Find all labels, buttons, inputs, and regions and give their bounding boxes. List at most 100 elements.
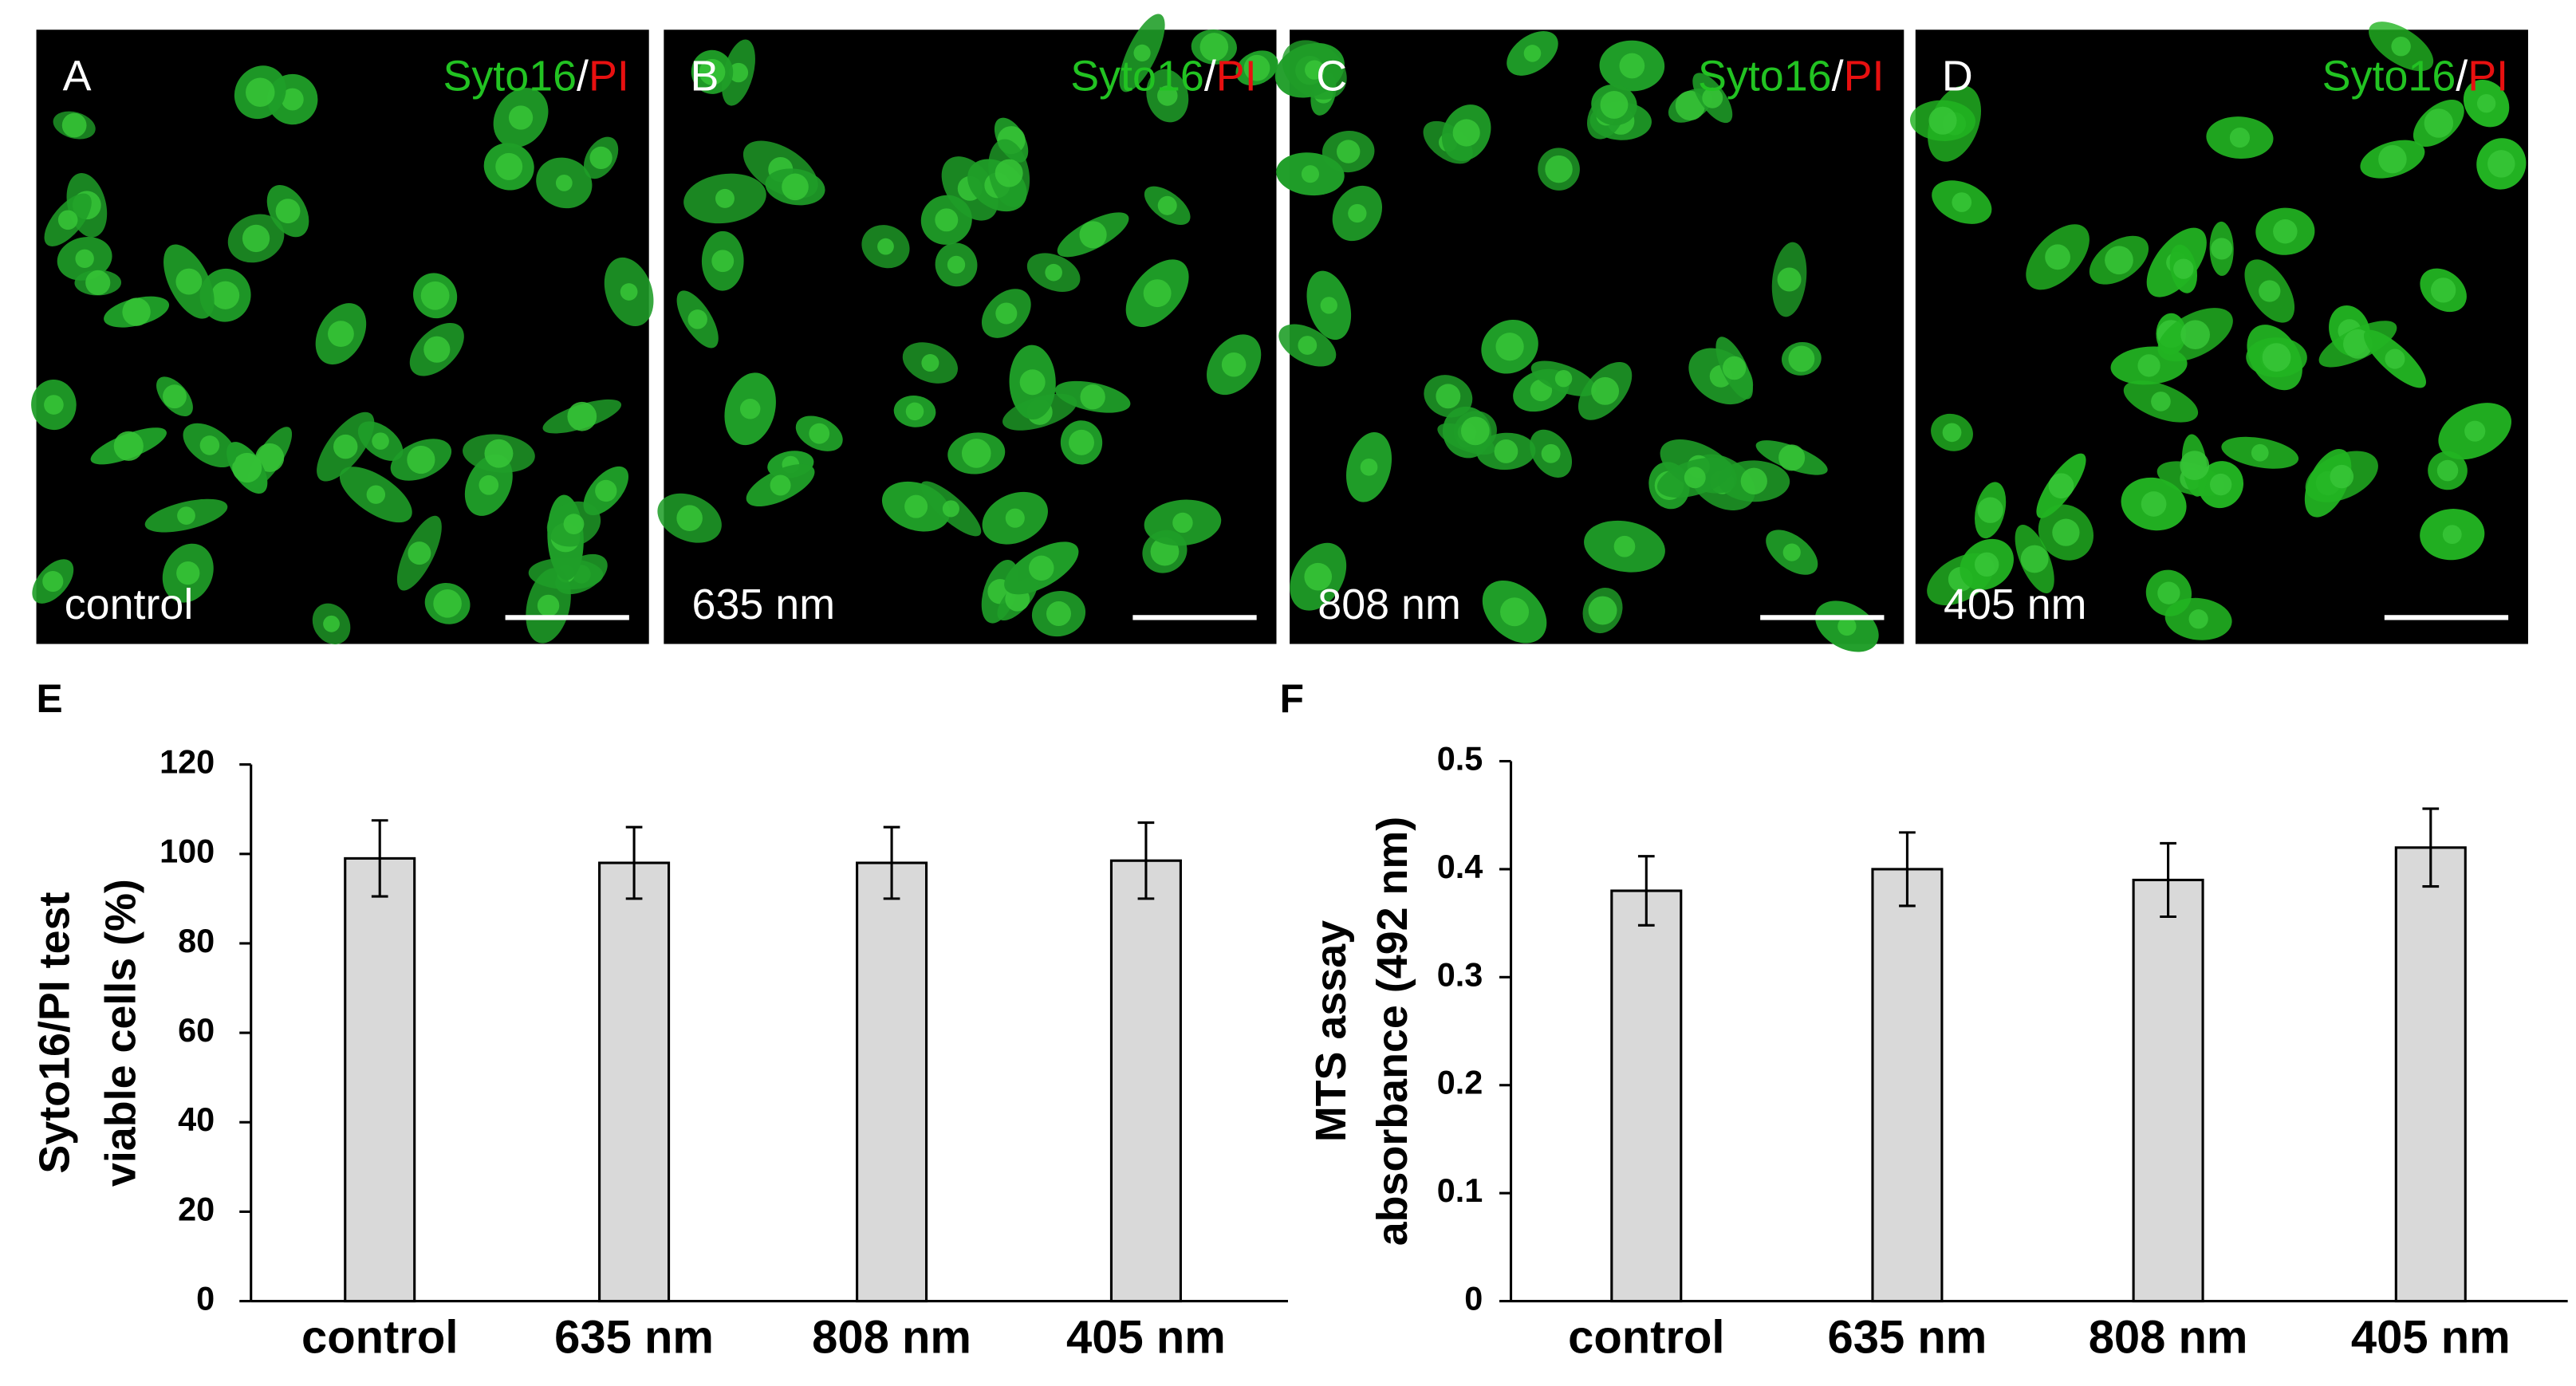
panel-letter: C bbox=[1316, 53, 1347, 100]
nucleus bbox=[2137, 354, 2160, 377]
nucleus bbox=[2487, 150, 2515, 178]
stain-green: Syto16 bbox=[1070, 53, 1204, 100]
x-tick-label: 808 nm bbox=[2089, 1313, 2248, 1364]
stain-red: PI bbox=[2468, 53, 2508, 100]
nucleus bbox=[563, 514, 585, 535]
y-axis-label: viable cells (%) bbox=[97, 879, 145, 1187]
nucleus bbox=[2105, 246, 2133, 275]
y-tick-label: 0.4 bbox=[1437, 849, 1483, 885]
nucleus bbox=[333, 434, 358, 459]
nucleus bbox=[1301, 165, 1320, 183]
nucleus bbox=[2048, 473, 2074, 499]
nucleus bbox=[2436, 459, 2459, 482]
nucleus bbox=[2052, 518, 2080, 546]
nucleus bbox=[1305, 60, 1325, 80]
nucleus bbox=[905, 402, 924, 421]
stain-separator: / bbox=[577, 53, 589, 100]
nucleus bbox=[1172, 512, 1193, 534]
nucleus bbox=[2141, 491, 2167, 517]
nucleus bbox=[1157, 85, 1178, 106]
nucleus bbox=[2157, 581, 2180, 604]
nucleus bbox=[1304, 562, 1333, 591]
nucleus bbox=[2211, 238, 2233, 260]
y-tick-label: 0.5 bbox=[1437, 740, 1483, 777]
nucleus bbox=[567, 401, 597, 431]
nucleus bbox=[1046, 601, 1071, 627]
nucleus bbox=[2476, 94, 2496, 113]
nucleus bbox=[2180, 320, 2210, 350]
nucleus bbox=[242, 224, 270, 253]
stain-separator: / bbox=[1204, 53, 1216, 100]
nucleus bbox=[2229, 128, 2250, 148]
nucleus bbox=[163, 384, 187, 409]
nucleus bbox=[1740, 467, 1767, 494]
nucleus bbox=[61, 112, 87, 138]
nucleus bbox=[2391, 36, 2411, 57]
nucleus bbox=[1777, 267, 1802, 292]
nucleus bbox=[555, 174, 573, 191]
condition-label: 808 nm bbox=[1318, 581, 1461, 628]
nucleus bbox=[961, 439, 991, 468]
nucleus bbox=[1778, 444, 1806, 471]
nucleus bbox=[2151, 392, 2171, 411]
nucleus bbox=[1541, 443, 1561, 463]
nucleus bbox=[1079, 221, 1107, 249]
nucleus bbox=[1460, 416, 1490, 446]
bar bbox=[856, 861, 928, 1303]
y-tick-label: 40 bbox=[178, 1101, 215, 1138]
nucleus bbox=[177, 506, 195, 525]
nucleus bbox=[423, 336, 451, 363]
y-tick-label: 0.1 bbox=[1437, 1172, 1483, 1209]
nucleus bbox=[620, 283, 638, 301]
nucleus bbox=[408, 541, 431, 565]
bar bbox=[2394, 846, 2467, 1303]
nucleus bbox=[676, 505, 703, 531]
nucleus bbox=[2259, 280, 2281, 302]
nucleus bbox=[44, 395, 64, 415]
nucleus bbox=[1005, 508, 1025, 528]
nucleus bbox=[1320, 297, 1337, 314]
nucleus bbox=[211, 281, 240, 309]
stain-separator: / bbox=[2456, 53, 2468, 100]
nucleus bbox=[1554, 369, 1573, 388]
nucleus bbox=[2173, 258, 2194, 279]
nucleus bbox=[1588, 596, 1617, 625]
nucleus bbox=[42, 570, 64, 593]
nucleus bbox=[1199, 33, 1229, 61]
nucleus bbox=[2424, 108, 2454, 138]
nucleus bbox=[1591, 376, 1620, 405]
y-tick-label: 100 bbox=[160, 833, 215, 870]
nucleus bbox=[1298, 336, 1318, 355]
y-tick-label: 0.3 bbox=[1437, 956, 1483, 993]
stain-legend: Syto16/PI bbox=[1070, 53, 1256, 100]
bar bbox=[598, 861, 671, 1303]
nucleus bbox=[1837, 616, 1857, 636]
bar bbox=[344, 856, 416, 1303]
panel-letter: B bbox=[690, 53, 719, 100]
stain-red: PI bbox=[589, 53, 629, 100]
nucleus bbox=[175, 268, 203, 295]
nucleus bbox=[2385, 348, 2405, 369]
x-tick-label: 635 nm bbox=[1828, 1313, 1987, 1364]
nucleus bbox=[372, 432, 389, 450]
condition-label: control bbox=[65, 581, 194, 628]
nucleus bbox=[728, 62, 749, 83]
nucleus bbox=[328, 321, 354, 348]
stain-green: Syto16 bbox=[1698, 53, 1832, 100]
nucleus bbox=[1133, 44, 1151, 62]
nucleus bbox=[2020, 545, 2049, 573]
nucleus bbox=[75, 249, 94, 269]
x-tick-label: 635 nm bbox=[554, 1313, 714, 1364]
nucleus bbox=[1143, 279, 1172, 308]
nucleus bbox=[1952, 192, 1972, 212]
nucleus bbox=[1029, 555, 1054, 581]
y-tick-label: 0 bbox=[196, 1281, 215, 1317]
y-axis-label: absorbance (492 nm) bbox=[1369, 817, 1416, 1246]
nucleus bbox=[1243, 54, 1270, 81]
nucleus bbox=[281, 88, 304, 111]
nucleus bbox=[199, 435, 220, 455]
y-tick-label: 80 bbox=[178, 923, 215, 959]
nucleus bbox=[420, 281, 450, 310]
x-tick-label: 405 nm bbox=[1066, 1313, 1226, 1364]
nucleus bbox=[715, 188, 735, 208]
